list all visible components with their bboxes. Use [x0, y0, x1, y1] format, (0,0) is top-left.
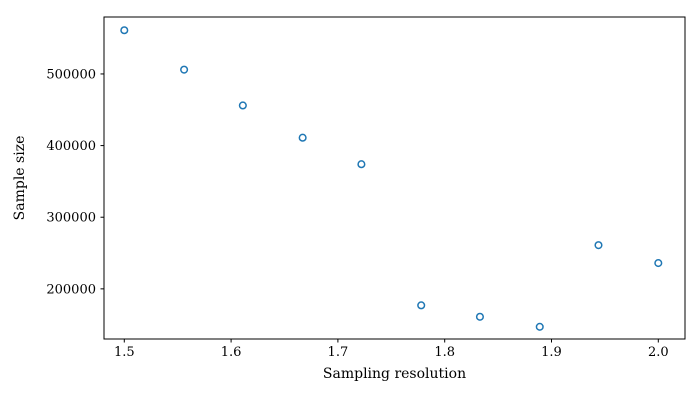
- y-tick-label: 400000: [46, 139, 96, 154]
- y-tick-label: 200000: [46, 282, 96, 297]
- x-tick-label: 1.5: [114, 345, 135, 360]
- data-point: [417, 301, 426, 310]
- y-tick-label: 500000: [46, 67, 96, 82]
- data-point: [357, 160, 366, 169]
- x-tick-label: 1.6: [221, 345, 242, 360]
- data-point: [298, 133, 307, 142]
- y-tick-label: 300000: [46, 211, 96, 226]
- x-tick-label: 1.7: [328, 345, 349, 360]
- x-tick-label: 1.8: [434, 345, 455, 360]
- data-point: [238, 101, 247, 110]
- y-axis-label: Sample size: [12, 135, 28, 221]
- data-point: [594, 241, 603, 250]
- data-point: [654, 259, 663, 268]
- plot-frame: [103, 16, 686, 340]
- data-point: [475, 312, 484, 321]
- x-tick-label: 1.9: [541, 345, 562, 360]
- x-tick-label: 2.0: [648, 345, 669, 360]
- data-point: [535, 322, 544, 331]
- data-point: [180, 65, 189, 74]
- x-axis-label: Sampling resolution: [322, 366, 467, 382]
- data-point: [120, 26, 129, 35]
